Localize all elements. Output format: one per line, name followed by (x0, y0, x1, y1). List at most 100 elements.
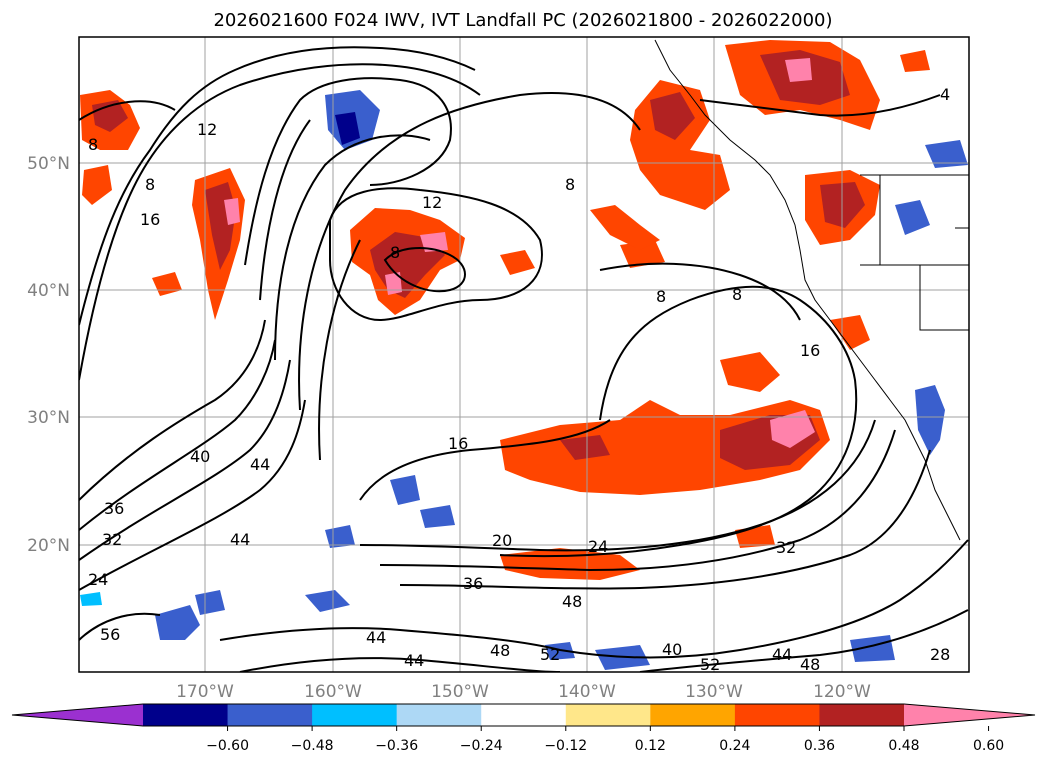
anomaly-region (925, 140, 968, 168)
anomaly-region (590, 205, 660, 250)
colorbar-tick-label: 0.48 (888, 738, 919, 754)
anomaly-region (80, 592, 102, 606)
contour-label: 4 (940, 85, 950, 104)
anomaly-region (895, 200, 930, 235)
colorbar-segment (819, 704, 905, 726)
contour-line (699, 94, 941, 117)
contour-label: 52 (700, 655, 720, 674)
anomaly-region (720, 352, 780, 392)
map-panel: 4 8 8 8 8 8 8 12 12 16 16 16 20 24 24 28… (78, 36, 970, 674)
contour-label: 20 (492, 531, 512, 550)
contour-label: 44 (366, 628, 386, 647)
map-frame (78, 36, 970, 673)
figure-title: 2026021600 F024 IWV, IVT Landfall PC (20… (213, 10, 832, 31)
lon-label: 120°W (813, 682, 871, 702)
contour-label: 40 (190, 447, 210, 466)
colorbar-segment (143, 704, 229, 726)
contour-line (499, 285, 858, 558)
contour-line (298, 92, 641, 411)
contour-line (219, 539, 969, 659)
contour-label: 24 (88, 570, 108, 589)
anomaly-region (155, 605, 200, 640)
lon-label: 150°W (431, 682, 489, 702)
lat-label: 20°N (27, 536, 70, 556)
lon-label: 140°W (558, 682, 616, 702)
contour-label: 12 (197, 120, 217, 139)
contour-label: 44 (230, 530, 250, 549)
coastline (654, 39, 969, 541)
contour-label: 44 (250, 455, 270, 474)
colorbar-tick-label: −0.24 (460, 738, 503, 754)
contour-label: 12 (422, 193, 442, 212)
contour-line (359, 419, 611, 501)
anomaly-region (785, 58, 812, 82)
state-border (919, 265, 969, 331)
gridlines (79, 37, 969, 672)
anomaly-region (620, 240, 665, 268)
shaded-field-layer (80, 40, 968, 670)
contour-label: 52 (540, 645, 560, 664)
lat-label: 40°N (27, 281, 70, 301)
colorbar-segment (565, 704, 651, 726)
colorbar: −0.60 −0.48 −0.36 −0.24 −0.12 0.12 0.24 0.36 0.4… (11, 703, 1036, 754)
anomaly-region (850, 635, 895, 662)
contour-label: 36 (463, 574, 483, 593)
lon-label: 170°W (176, 682, 234, 702)
colorbar-tick-label: −0.60 (206, 738, 249, 754)
colorbar-segment (312, 704, 398, 726)
anomaly-region (390, 475, 420, 505)
lon-label: 160°W (304, 682, 362, 702)
anomaly-region (335, 112, 360, 145)
contour-line (79, 339, 276, 531)
colorbar-tick-label: −0.36 (375, 738, 418, 754)
anomaly-region (82, 165, 112, 205)
contour-line (399, 449, 931, 590)
anomaly-region (650, 92, 695, 140)
contour-label: 48 (490, 641, 510, 660)
contour-line (329, 187, 543, 322)
anomaly-region (915, 385, 945, 455)
contour-line (274, 134, 431, 361)
anomaly-region (420, 505, 455, 528)
lon-label: 130°W (685, 682, 743, 702)
colorbar-extend-high (904, 704, 1035, 726)
contour-line (259, 119, 311, 301)
contour-label: 32 (776, 538, 796, 557)
contour-label: 8 (656, 287, 666, 306)
contour-line (79, 359, 291, 561)
colorbar-tick-label: 0.60 (973, 738, 1004, 754)
contour-line (79, 63, 481, 381)
anomaly-region (500, 250, 535, 275)
latitude-labels: 50°N 40°N 30°N 20°N (27, 154, 70, 556)
contour-label: 36 (104, 499, 124, 518)
colorbar-segment (734, 704, 820, 726)
contour-line (244, 77, 452, 266)
anomaly-region (830, 315, 870, 350)
contour-label: 8 (145, 175, 155, 194)
colorbar-tick-label: 0.36 (804, 738, 835, 754)
contour-label: 44 (404, 651, 424, 670)
contour-line (79, 100, 176, 121)
anomaly-region (385, 272, 402, 295)
anomaly-region (560, 435, 610, 460)
contour-line (79, 399, 306, 591)
contour-label: 32 (102, 530, 122, 549)
lat-label: 50°N (27, 154, 70, 174)
contour-labels: 4 8 8 8 8 8 8 12 12 16 16 16 20 24 24 28… (88, 85, 950, 674)
contour-label: 16 (800, 341, 820, 360)
contour-label: 8 (565, 175, 575, 194)
lat-label: 30°N (27, 408, 70, 428)
colorbar-extend-low (12, 704, 143, 726)
contour-label: 56 (100, 625, 120, 644)
colorbar-tick-label: −0.48 (291, 738, 334, 754)
colorbar-tick-label: −0.12 (544, 738, 587, 754)
colorbar-segment (481, 704, 567, 726)
colorbar-outline (11, 703, 1036, 727)
contour-line (599, 262, 801, 321)
anomaly-region (195, 590, 225, 615)
contour-label: 48 (800, 655, 820, 674)
contour-label: 16 (448, 434, 468, 453)
contour-label: 48 (562, 592, 582, 611)
contour-line (379, 429, 896, 572)
